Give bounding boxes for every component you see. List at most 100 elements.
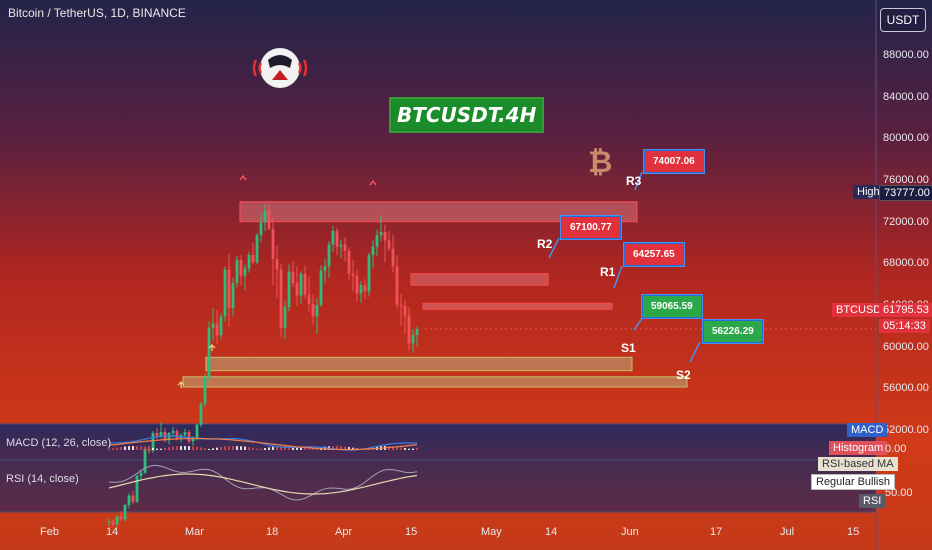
candle-body: [227, 269, 231, 309]
symbol-badge: BTCUSDT.4H: [389, 97, 545, 133]
symbol-title[interactable]: Bitcoin / TetherUS, 1D, BINANCE: [8, 6, 186, 20]
candle-body: [223, 269, 227, 317]
time-tick-label: Mar: [185, 526, 204, 538]
macd-histogram-bar: [204, 448, 206, 450]
macd-histogram-bar: [160, 448, 162, 450]
s2-label: S2: [676, 368, 691, 382]
candle-body: [231, 283, 235, 309]
candle-body: [259, 222, 263, 236]
candle-body: [139, 472, 143, 476]
rsi-pill: RSI: [859, 494, 886, 508]
price-tick-label: 76000.00: [883, 174, 929, 186]
macd-histogram-bar: [212, 448, 214, 450]
price-tick-label: 60000.00: [883, 340, 929, 353]
r1-callout: 64257.65: [624, 243, 684, 266]
candle-body: [247, 254, 251, 269]
macd-histogram-bar: [300, 447, 302, 450]
candle-body: [175, 431, 179, 439]
price-tick-label: 80000.00: [883, 132, 929, 145]
macd-histogram-bar: [288, 446, 290, 450]
currency-button[interactable]: USDT: [880, 8, 926, 32]
time-tick-label: 15: [405, 526, 418, 538]
candle-body: [295, 283, 299, 296]
rsi-based-ma-pill: RSI-based MA: [818, 457, 898, 471]
candle-body: [239, 260, 243, 276]
candle-body: [271, 228, 275, 260]
macd-histogram-bar: [164, 447, 166, 450]
zone-r1: [422, 302, 613, 310]
candle-body: [199, 403, 203, 425]
candle-body: [127, 495, 131, 505]
candle-body: [299, 273, 303, 296]
macd-histogram-bar: [332, 446, 334, 450]
high-label: High: [853, 185, 884, 199]
s1-callout: 59065.59: [642, 295, 702, 318]
r3-callout: 74007.06: [644, 150, 704, 173]
candle-body: [351, 273, 355, 276]
candle-body: [167, 433, 171, 441]
macd-histogram-bar: [336, 446, 338, 450]
macd-histogram-bar: [400, 447, 402, 450]
macd-histogram-bar: [144, 446, 146, 450]
candle-body: [359, 285, 363, 294]
up-arrow-icon: [208, 344, 216, 351]
macd-histogram-bar: [192, 446, 194, 450]
macd-histogram-bar: [228, 446, 230, 450]
time-tick-label: 17: [710, 526, 723, 538]
candle-body: [183, 432, 187, 436]
macd-histogram-bar: [292, 446, 294, 450]
macd-title[interactable]: MACD (12, 26, close): [6, 437, 112, 449]
bitcoin-icon: ₿: [588, 146, 613, 179]
macd-histogram-bar: [392, 446, 394, 450]
candle-body: [339, 244, 343, 247]
macd-histogram-bar: [128, 446, 130, 450]
candle-body: [207, 327, 211, 377]
price-tick-label: 84000.00: [883, 90, 929, 103]
macd-histogram-bar: [200, 447, 202, 450]
candle-body: [267, 210, 271, 229]
price-tick-label: 72000.00: [883, 215, 929, 228]
candle-body: [335, 231, 339, 247]
candle-body: [219, 316, 223, 336]
candle-body: [255, 235, 259, 263]
price-tick-label: 88000.00: [883, 49, 929, 61]
candle-body: [331, 231, 335, 245]
candle-body: [379, 232, 383, 236]
macd-histogram-bar: [184, 446, 186, 450]
time-tick-label: 18: [266, 526, 279, 538]
time-tick-label: Apr: [335, 526, 353, 538]
candle-body: [143, 448, 147, 473]
candle-body: [171, 431, 175, 434]
macd-histogram-bar: [268, 447, 270, 450]
time-tick-label: Jul: [780, 526, 795, 538]
candle-body: [343, 244, 347, 251]
rsi-title[interactable]: RSI (14, close): [6, 473, 79, 485]
macd-pill: MACD: [847, 423, 888, 437]
macd-histogram-bar: [224, 446, 226, 450]
candle-body: [251, 254, 255, 263]
time-tick-label: 14: [106, 526, 119, 538]
s2-callout: 56226.29: [703, 320, 763, 343]
astronaut-logo-icon: [252, 48, 308, 88]
candle-body: [291, 271, 295, 284]
histogram-pill: Histogram: [829, 441, 888, 455]
macd-histogram-bar: [196, 446, 198, 450]
candle-body: [391, 248, 395, 267]
macd-histogram-bar: [340, 446, 342, 450]
candle-body: [303, 273, 307, 295]
time-tick-label: Feb: [40, 526, 59, 538]
zone-s2: [182, 376, 688, 388]
macd-histogram-bar: [116, 447, 118, 450]
macd-histogram-bar: [232, 446, 234, 450]
macd-histogram-bar: [112, 448, 114, 450]
macd-histogram-bar: [312, 448, 314, 450]
macd-histogram-bar: [148, 447, 150, 450]
candle-body: [315, 304, 319, 317]
macd-histogram-bar: [180, 446, 182, 450]
r3-label: R3: [626, 174, 642, 188]
candle-body: [107, 521, 111, 523]
macd-histogram-bar: [416, 447, 418, 450]
macd-histogram-bar: [216, 447, 218, 450]
r2-label: R2: [537, 237, 553, 251]
